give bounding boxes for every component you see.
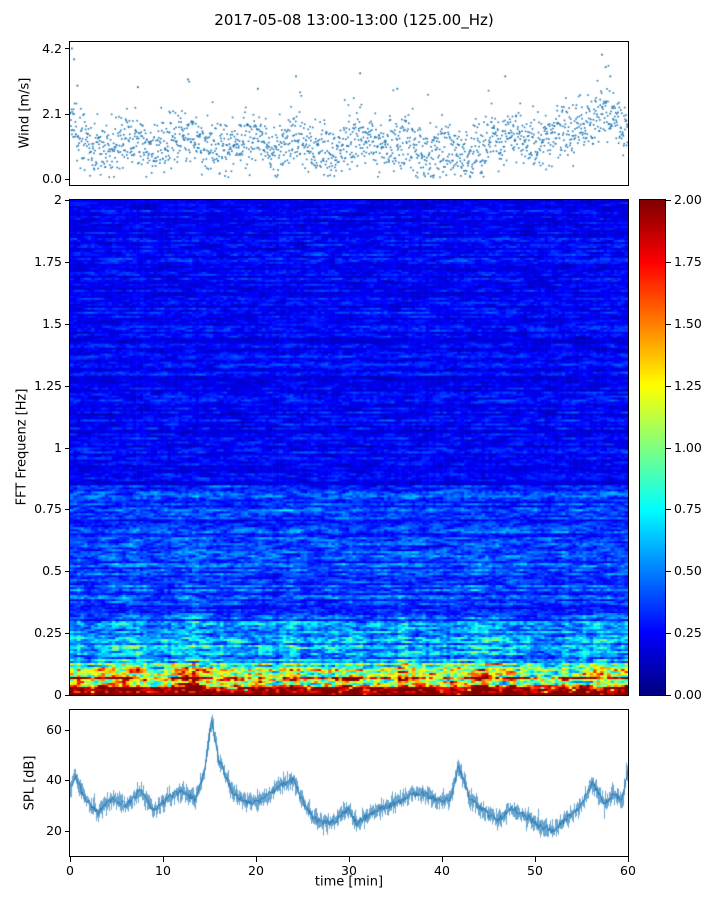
tick-mark (666, 571, 671, 572)
fft-y-tick-label: 0.5 (42, 563, 62, 578)
tick-mark (666, 695, 671, 696)
tick-mark (65, 386, 70, 387)
tick-mark (70, 857, 71, 862)
colorbar-tick-label: 0.25 (674, 624, 702, 640)
x-tick-label: 60 (620, 863, 636, 878)
wind-y-tick-label: 2.1 (42, 105, 62, 121)
tick-mark (666, 509, 671, 510)
tick-mark (65, 633, 70, 634)
tick-mark (65, 114, 70, 115)
fft-y-tick-label: 1 (54, 439, 62, 455)
wind-scatter-canvas (69, 41, 629, 186)
colorbar-canvas (639, 199, 666, 696)
tick-mark (535, 857, 536, 862)
wind-y-tick-label: 4.2 (42, 40, 62, 56)
tick-mark (442, 857, 443, 862)
fft-y-tick-label: 1.25 (34, 377, 62, 393)
tick-mark (666, 386, 671, 387)
tick-mark (666, 324, 671, 325)
tick-mark (666, 200, 671, 201)
tick-mark (65, 831, 70, 832)
tick-mark (65, 571, 70, 572)
tick-mark (628, 857, 629, 862)
fft-y-tick-label: 0.75 (34, 501, 62, 517)
x-tick-label: 30 (341, 863, 357, 878)
tick-mark (65, 695, 70, 696)
tick-mark (666, 448, 671, 449)
tick-mark (666, 262, 671, 263)
spl-y-tick-label: 40 (46, 772, 62, 788)
colorbar-tick-label: 1.50 (674, 315, 702, 331)
tick-mark (256, 857, 257, 862)
spectrogram-canvas (69, 199, 629, 696)
fft-y-tick-label: 2 (54, 191, 62, 207)
fft-y-tick-label: 1.75 (34, 253, 62, 269)
tick-mark (65, 730, 70, 731)
spl-y-tick-label: 60 (46, 721, 62, 737)
colorbar-tick-label: 1.75 (674, 253, 702, 269)
x-axis-label: time [min] (314, 874, 384, 890)
tick-mark (163, 857, 164, 862)
chart-title: 2017-05-08 13:00-13:00 (125.00_Hz) (214, 11, 494, 29)
fft-y-tick-label: 1.5 (42, 315, 62, 331)
tick-mark (65, 179, 70, 180)
x-tick-label: 10 (155, 863, 171, 878)
colorbar-tick-label: 1.00 (674, 439, 702, 455)
x-tick-label: 20 (248, 863, 264, 878)
fft-y-tick-label: 0.25 (34, 624, 62, 640)
fft-y-tick-label: 0 (54, 686, 62, 702)
tick-mark (65, 509, 70, 510)
tick-mark (349, 857, 350, 862)
colorbar-tick-label: 0.75 (674, 501, 702, 517)
x-tick-label: 0 (66, 863, 74, 878)
spl-line-canvas (69, 709, 629, 857)
tick-mark (65, 48, 70, 49)
tick-mark (65, 448, 70, 449)
colorbar-tick-label: 2.00 (674, 191, 702, 207)
colorbar-tick-label: 0.50 (674, 563, 702, 578)
colorbar-tick-label: 1.25 (674, 377, 702, 393)
tick-mark (65, 780, 70, 781)
x-tick-label: 50 (527, 863, 543, 878)
wind-y-tick-label: 0.0 (42, 170, 62, 186)
tick-mark (65, 262, 70, 263)
tick-mark (65, 200, 70, 201)
spl-y-tick-label: 20 (46, 822, 62, 838)
x-tick-label: 40 (434, 863, 450, 878)
tick-mark (666, 633, 671, 634)
tick-mark (65, 324, 70, 325)
colorbar-tick-label: 0.00 (674, 686, 702, 702)
